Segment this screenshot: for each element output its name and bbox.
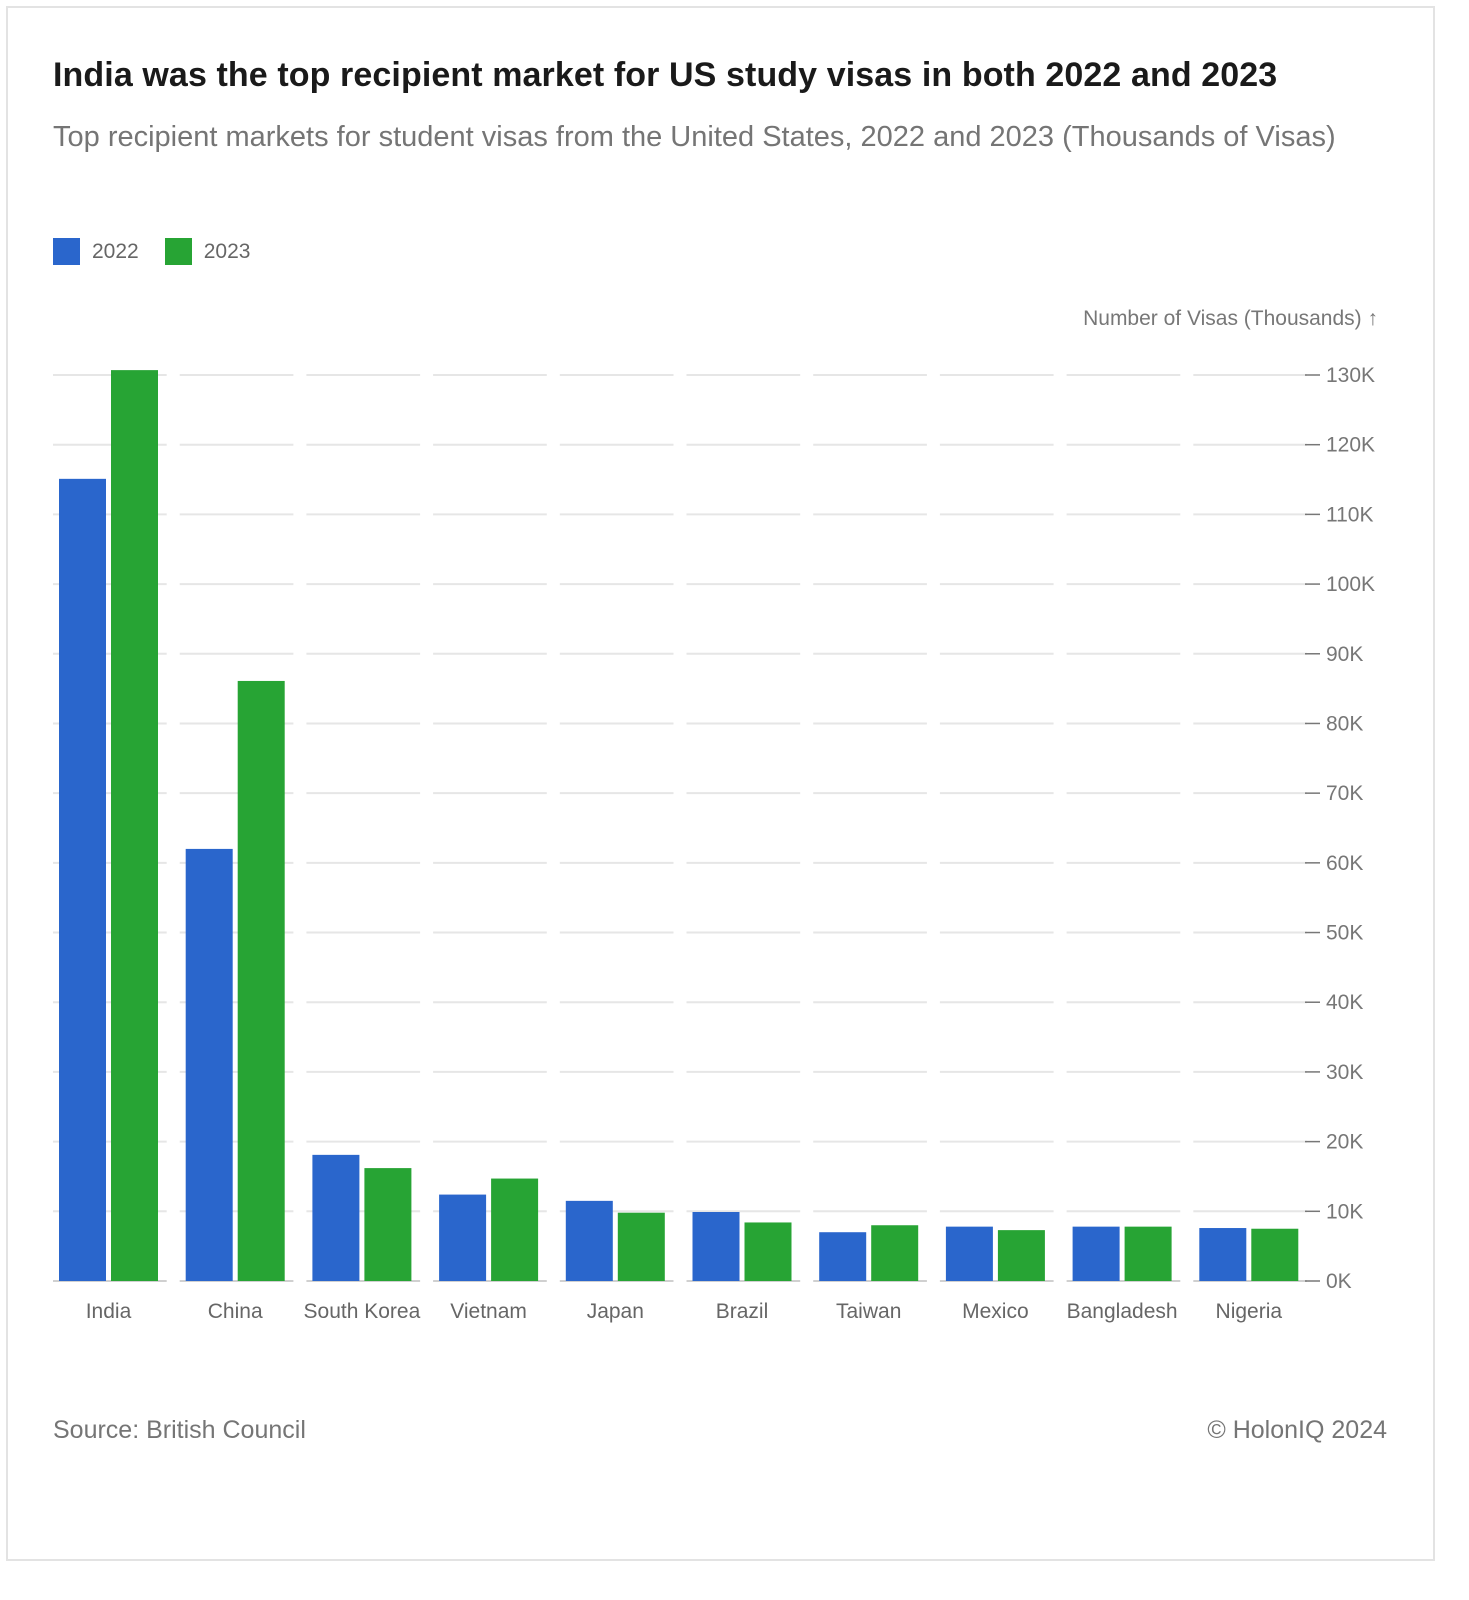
x-tick-label: China xyxy=(208,1300,263,1323)
legend-swatch-2022 xyxy=(53,238,80,265)
x-tick-label: Taiwan xyxy=(836,1300,901,1323)
bar-2022-india[interactable] xyxy=(59,478,106,1281)
bar-2023-india[interactable] xyxy=(111,370,158,1281)
bar-2023-vietnam[interactable] xyxy=(491,1178,539,1281)
x-tick-label: Japan xyxy=(587,1300,644,1323)
legend-label-2022: 2022 xyxy=(92,239,139,263)
legend-item-2022[interactable]: 2022 xyxy=(53,238,139,265)
bar-2022-taiwan[interactable] xyxy=(819,1232,867,1281)
y-tick-label: 20K xyxy=(1326,1131,1363,1154)
bar-2023-bangladesh[interactable] xyxy=(1124,1226,1172,1281)
bar-2023-brazil[interactable] xyxy=(744,1222,792,1281)
bar-2023-mexico[interactable] xyxy=(997,1230,1045,1281)
y-tick-label: 100K xyxy=(1326,573,1375,596)
chart-subtitle: Top recipient markets for student visas … xyxy=(53,121,1336,153)
bar-2022-vietnam[interactable] xyxy=(439,1194,487,1281)
x-tick-label: South Korea xyxy=(304,1300,421,1323)
y-tick-label: 90K xyxy=(1326,643,1363,666)
x-axis: India China South Korea Vietnam Japan Brazil T… xyxy=(86,1300,1283,1323)
y-tick-label: 120K xyxy=(1326,434,1375,457)
x-tick-label: Mexico xyxy=(962,1300,1029,1323)
bar-2023-china[interactable] xyxy=(237,680,285,1281)
y-tick-label: 40K xyxy=(1326,991,1363,1014)
chart-title: India was the top recipient market for U… xyxy=(53,56,1278,94)
y-axis-title: Number of Visas (Thousands) ↑ xyxy=(1083,307,1378,330)
bar-2023-south-korea[interactable] xyxy=(364,1168,412,1281)
legend: 2022 2023 xyxy=(53,238,276,265)
y-tick-label: 60K xyxy=(1326,852,1363,875)
legend-item-2023[interactable]: 2023 xyxy=(164,238,251,265)
bar-2023-taiwan[interactable] xyxy=(871,1225,919,1281)
source-note: Source: British Council xyxy=(53,1416,306,1444)
x-tick-label: India xyxy=(86,1300,132,1323)
x-tick-label: Nigeria xyxy=(1216,1300,1283,1323)
x-tick-label: Bangladesh xyxy=(1067,1300,1178,1323)
bar-2022-china[interactable] xyxy=(185,848,233,1281)
y-tick-label: 50K xyxy=(1326,922,1363,945)
legend-label-2023: 2023 xyxy=(203,239,251,263)
copyright-note: © HolonIQ 2024 xyxy=(1207,1416,1387,1444)
y-tick-label: 130K xyxy=(1326,364,1375,387)
bar-chart: 0K 10K 20K 30K 40K 50K 60K 70K 80K 90K 100K 110K 120… xyxy=(53,307,1378,1323)
bar-2022-brazil[interactable] xyxy=(692,1212,740,1281)
bar-2022-japan[interactable] xyxy=(565,1200,613,1281)
bar-2023-nigeria[interactable] xyxy=(1251,1228,1299,1281)
x-tick-label: Brazil xyxy=(716,1300,769,1323)
bar-2022-nigeria[interactable] xyxy=(1199,1228,1247,1281)
bar-2022-bangladesh[interactable] xyxy=(1072,1226,1120,1281)
y-tick-label: 0K xyxy=(1326,1270,1352,1293)
x-tick-label: Vietnam xyxy=(450,1300,527,1323)
bar-2022-south-korea[interactable] xyxy=(312,1154,360,1281)
y-tick-label: 30K xyxy=(1326,1061,1363,1084)
y-tick-label: 80K xyxy=(1326,712,1363,735)
bar-2023-japan[interactable] xyxy=(617,1212,665,1281)
y-tick-label: 70K xyxy=(1326,782,1363,805)
y-tick-label: 110K xyxy=(1326,503,1374,526)
bars xyxy=(59,370,1299,1281)
legend-swatch-2023 xyxy=(164,238,192,265)
y-tick-label: 10K xyxy=(1326,1200,1363,1223)
bar-2022-mexico[interactable] xyxy=(945,1226,993,1281)
y-axis: 0K 10K 20K 30K 40K 50K 60K 70K 80K 90K 100K 110K 120… xyxy=(1305,364,1375,1293)
